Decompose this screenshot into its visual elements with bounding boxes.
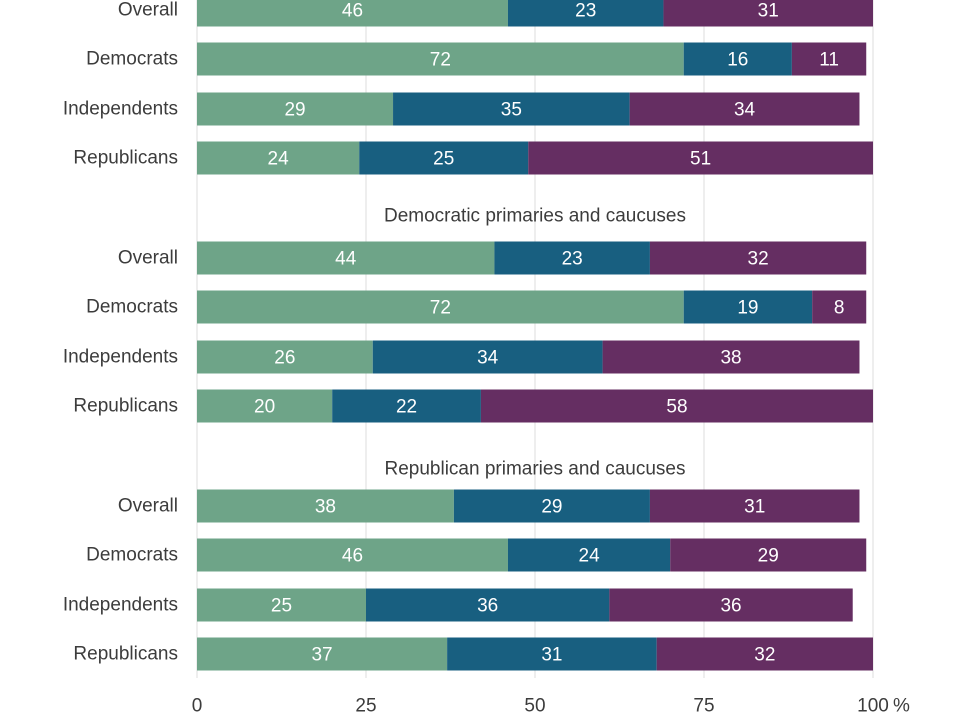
category-label: Overall bbox=[118, 496, 178, 517]
tick-label: 25 bbox=[355, 696, 376, 717]
bar-segment bbox=[602, 340, 860, 374]
bar-segment bbox=[649, 241, 867, 275]
data-label: 35 bbox=[501, 100, 522, 121]
data-label: 31 bbox=[758, 1, 779, 22]
bar-segment bbox=[649, 489, 860, 523]
bar-segment bbox=[197, 637, 448, 671]
bar-segment bbox=[366, 588, 610, 622]
category-label: Democrats bbox=[86, 545, 178, 566]
bar-segment bbox=[507, 538, 671, 572]
tick-label: 75 bbox=[693, 696, 714, 717]
bar-segment bbox=[197, 489, 454, 523]
data-label: 34 bbox=[477, 348, 499, 369]
bar-segment bbox=[663, 0, 873, 27]
bar-segment bbox=[453, 489, 650, 523]
data-label: 8 bbox=[834, 298, 845, 319]
data-label: 23 bbox=[575, 1, 596, 22]
group-title: Republican primaries and caucuses bbox=[385, 459, 686, 480]
labels: Overall 46 23 31 Democrats 72 16 11 Independents… bbox=[63, 0, 845, 666]
category-label: Democrats bbox=[86, 49, 178, 70]
bar-segment bbox=[494, 241, 650, 275]
category-label: Republicans bbox=[73, 396, 178, 417]
data-label: 25 bbox=[271, 596, 292, 617]
bar-segment bbox=[683, 290, 813, 324]
data-label: 51 bbox=[690, 149, 711, 170]
bar-segment bbox=[670, 538, 867, 572]
bar-segment bbox=[507, 0, 664, 27]
category-label: Overall bbox=[118, 248, 178, 269]
data-label: 24 bbox=[579, 546, 601, 567]
bar-segment bbox=[197, 588, 366, 622]
data-label: 38 bbox=[720, 348, 741, 369]
data-label: 23 bbox=[562, 249, 583, 270]
bar-segment bbox=[359, 141, 529, 175]
data-label: 32 bbox=[754, 645, 775, 666]
data-label: 22 bbox=[396, 397, 417, 418]
bar-segment bbox=[197, 92, 394, 126]
data-label: 37 bbox=[311, 645, 332, 666]
data-label: 24 bbox=[268, 149, 290, 170]
bar-segment bbox=[656, 637, 873, 671]
bar-segment bbox=[197, 389, 333, 423]
data-label: 29 bbox=[541, 497, 562, 518]
bar-segment bbox=[197, 0, 508, 27]
category-label: Republicans bbox=[73, 644, 178, 665]
data-label: 34 bbox=[734, 100, 756, 121]
bars bbox=[197, 0, 873, 671]
data-label: 25 bbox=[433, 149, 454, 170]
bar-segment bbox=[629, 92, 860, 126]
bar-segment bbox=[683, 42, 792, 76]
bar-segment bbox=[609, 588, 853, 622]
data-label: 16 bbox=[727, 50, 748, 71]
data-label: 32 bbox=[748, 249, 769, 270]
category-label: Overall bbox=[118, 0, 178, 21]
tick-label: 50 bbox=[524, 696, 545, 717]
bar-segment bbox=[197, 141, 360, 175]
bar-segment bbox=[197, 42, 684, 76]
bar-segment bbox=[332, 389, 481, 423]
data-label: 36 bbox=[477, 596, 498, 617]
category-label: Democrats bbox=[86, 297, 178, 318]
data-label: 20 bbox=[254, 397, 275, 418]
category-label: Republicans bbox=[73, 148, 178, 169]
tick-label: 100 bbox=[857, 696, 889, 717]
bar-segment bbox=[197, 290, 684, 324]
bar-segment bbox=[812, 290, 867, 324]
bar-segment bbox=[528, 141, 873, 175]
data-label: 31 bbox=[744, 497, 765, 518]
category-label: Independents bbox=[63, 99, 178, 120]
bar-segment bbox=[393, 92, 630, 126]
data-label: 72 bbox=[430, 298, 451, 319]
bar-segment bbox=[372, 340, 603, 374]
data-label: 31 bbox=[541, 645, 562, 666]
x-axis: 0 25 50 75 100% bbox=[192, 696, 910, 717]
bar-segment bbox=[791, 42, 867, 76]
data-label: 19 bbox=[737, 298, 758, 319]
data-label: 44 bbox=[335, 249, 357, 270]
bar-segment bbox=[197, 241, 495, 275]
bar-segment bbox=[480, 389, 873, 423]
data-label: 29 bbox=[284, 100, 305, 121]
data-label: 46 bbox=[342, 546, 363, 567]
data-label: 38 bbox=[315, 497, 336, 518]
bar-segment bbox=[447, 637, 657, 671]
bar-segment bbox=[197, 538, 508, 572]
data-label: 72 bbox=[430, 50, 451, 71]
data-label: 29 bbox=[758, 546, 779, 567]
tick-label: 0 bbox=[192, 696, 203, 717]
data-label: 36 bbox=[720, 596, 741, 617]
axis-unit: % bbox=[893, 696, 910, 717]
data-label: 26 bbox=[274, 348, 295, 369]
category-label: Independents bbox=[63, 347, 178, 368]
data-label: 46 bbox=[342, 1, 363, 22]
category-label: Independents bbox=[63, 595, 178, 616]
group-title: Democratic primaries and caucuses bbox=[384, 206, 686, 227]
data-label: 58 bbox=[666, 397, 687, 418]
bar-segment bbox=[197, 340, 373, 374]
data-label: 11 bbox=[819, 50, 839, 71]
